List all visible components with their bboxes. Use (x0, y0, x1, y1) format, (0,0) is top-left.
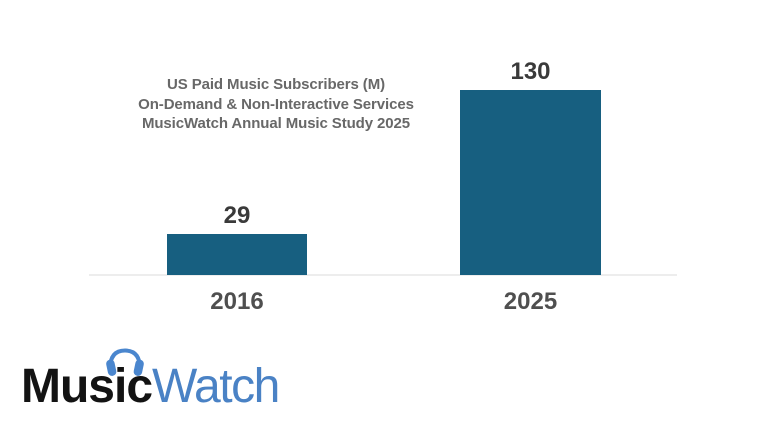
value-label-2016: 29 (223, 201, 251, 229)
bar-2025 (460, 90, 601, 275)
category-label-2025: 2025 (503, 288, 558, 315)
bar-2016 (167, 233, 307, 275)
chart-title: US Paid Music Subscribers (M) On-Demand … (106, 75, 446, 134)
chart-title-line-1: US Paid Music Subscribers (M) (167, 76, 385, 93)
headphones-icon (106, 348, 144, 376)
chart-title-line-3: MusicWatch Annual Music Study 2025 (141, 115, 411, 132)
chart-title-line-2: On-Demand & Non-Interactive Services (138, 95, 414, 113)
value-label-2025: 130 (510, 58, 551, 85)
musicwatch-logo: MusicWatch (21, 348, 280, 413)
x-axis-line (89, 274, 677, 276)
logo-text-music: Music (21, 360, 153, 413)
category-label-2016: 2016 (210, 288, 264, 315)
logo-text-watch: Watch (152, 360, 280, 413)
